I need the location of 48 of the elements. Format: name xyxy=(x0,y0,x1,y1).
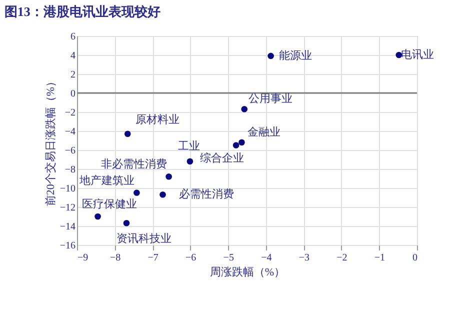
y-tick-label: −14 xyxy=(60,222,76,232)
x-tick-label: −7 xyxy=(148,252,158,264)
y-tick-label: −6 xyxy=(64,146,76,156)
x-tick-label: −1 xyxy=(374,252,386,264)
point xyxy=(186,158,194,165)
annotation: 必需性消费 xyxy=(178,188,234,201)
y-tick-label: −4 xyxy=(64,126,76,138)
point xyxy=(238,139,245,146)
annotation: 金融业 xyxy=(248,125,281,138)
y-tick-label: 4 xyxy=(70,50,76,62)
x-axis-title: 周涨跌幅（%） xyxy=(210,266,286,278)
y-tick-label: 2 xyxy=(70,70,76,80)
y-tick-label: −2 xyxy=(64,108,76,118)
annotation: 非必需性消费 xyxy=(100,158,167,171)
point xyxy=(166,173,172,180)
annotation: 电讯业 xyxy=(400,48,434,61)
point xyxy=(232,142,240,148)
y-axis-title: 前20个交易日涨跌幅（%） xyxy=(44,76,57,206)
point xyxy=(160,191,166,198)
annotation: 资讯科技业 xyxy=(116,232,172,246)
x-tick-label: −6 xyxy=(186,252,196,264)
annotation: 能源业 xyxy=(278,48,312,62)
chart-title: 图13：港股电讯业表现较好 xyxy=(4,4,160,19)
point xyxy=(94,213,101,220)
y-tick-label: 0 xyxy=(70,88,76,100)
x-tick-label: −9 xyxy=(78,252,88,264)
y-tick-label: −16 xyxy=(60,240,76,252)
x-tick-label: −5 xyxy=(223,252,234,264)
point xyxy=(134,190,140,196)
y-tick-label: −12 xyxy=(60,202,76,214)
x-tick-label: −2 xyxy=(336,252,348,264)
y-tick-label: 6 xyxy=(70,32,76,42)
x-tick-label: −8 xyxy=(110,252,121,264)
annotation: 综合企业 xyxy=(200,151,244,164)
annotation: 医疗保健业 xyxy=(82,198,137,210)
annotation: 原材料业 xyxy=(136,112,180,126)
y-tick-label: −8 xyxy=(64,164,76,176)
y-tick-label: −10 xyxy=(60,184,76,194)
point xyxy=(241,106,248,112)
point xyxy=(268,52,274,60)
point xyxy=(124,130,131,138)
annotation: 地产建筑业 xyxy=(78,174,135,187)
annotation: 公用事业 xyxy=(248,92,292,106)
point xyxy=(123,220,130,226)
x-tick-label: 0 xyxy=(412,252,418,264)
x-tick-label: −4 xyxy=(261,252,272,264)
annotation: 工业 xyxy=(178,139,200,152)
x-tick-label: −3 xyxy=(298,252,310,264)
